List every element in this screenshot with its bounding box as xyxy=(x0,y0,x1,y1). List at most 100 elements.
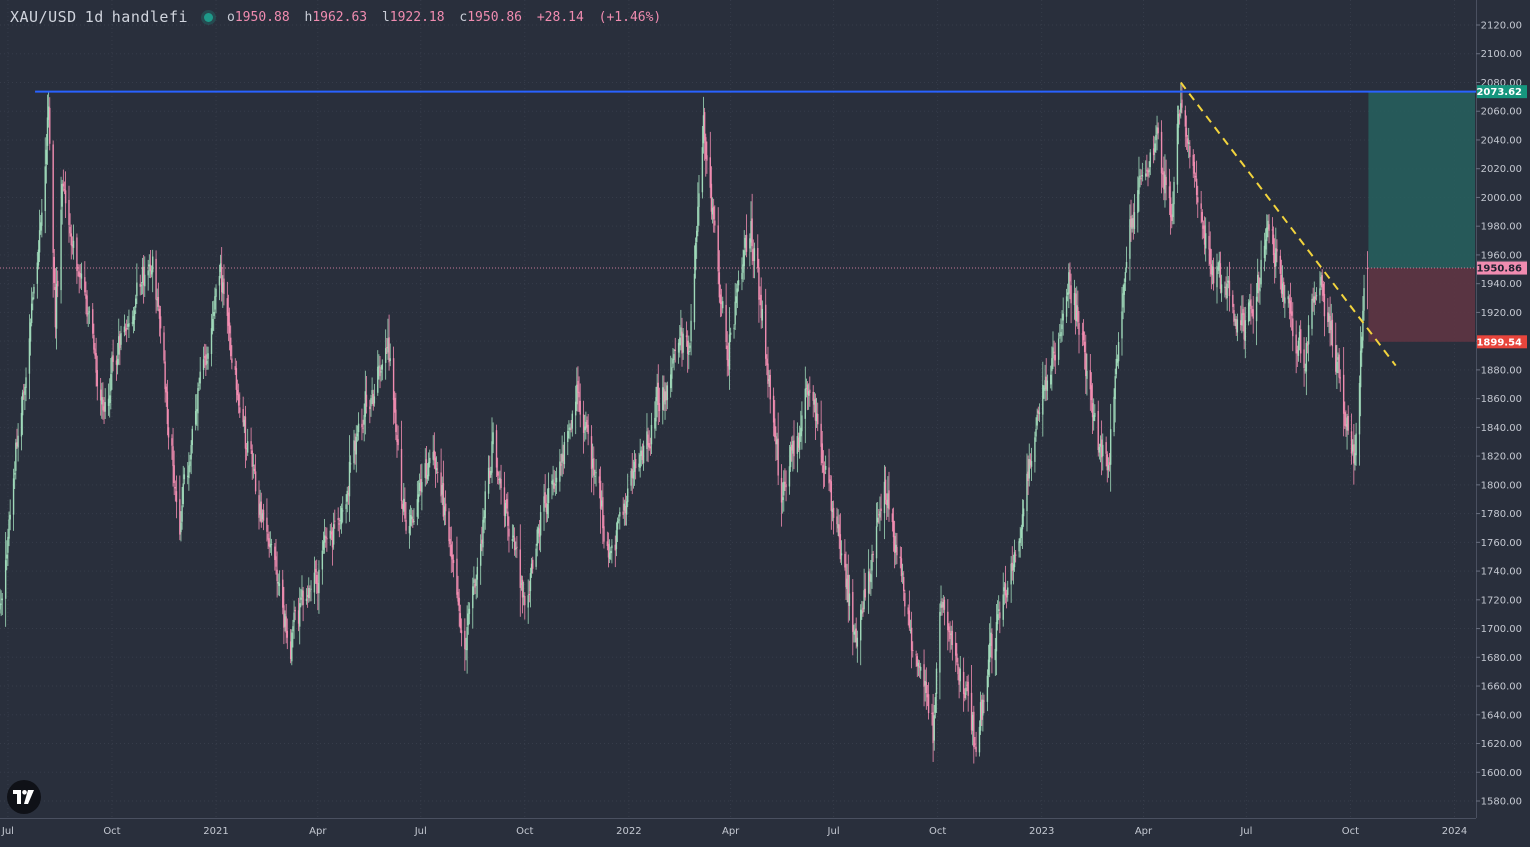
candle xyxy=(437,461,439,483)
candle xyxy=(883,465,886,540)
candle xyxy=(784,468,786,492)
candle-body xyxy=(662,387,664,410)
author-name: handlefi xyxy=(111,8,189,26)
candle-body xyxy=(397,439,399,446)
candle-body xyxy=(987,659,990,675)
candle xyxy=(334,509,336,529)
time-axis[interactable]: Jul Oct 2021 Apr Jul Oct 2022 Apr Jul Oct 2023 Apr J… xyxy=(1,826,1467,837)
candle xyxy=(520,575,523,591)
candle xyxy=(918,660,921,678)
candle-body xyxy=(396,435,398,443)
candle-body xyxy=(521,579,524,598)
candle-body xyxy=(927,694,930,714)
candle xyxy=(0,590,2,617)
candle-body xyxy=(775,436,777,445)
change-value: +28.14 xyxy=(536,9,584,25)
candle xyxy=(77,263,79,277)
candle-body xyxy=(783,481,785,496)
candle-body xyxy=(472,586,474,609)
candle xyxy=(1097,400,1099,457)
candle-body xyxy=(774,418,776,438)
candle xyxy=(1208,221,1210,266)
candle-body xyxy=(513,537,516,551)
candle xyxy=(734,282,736,330)
candle-body xyxy=(243,419,246,427)
candle-body xyxy=(917,662,920,667)
candle xyxy=(547,472,550,519)
position-tool[interactable] xyxy=(1368,91,1475,342)
candle xyxy=(777,412,779,486)
candle xyxy=(342,496,344,523)
candle xyxy=(30,287,33,327)
candle xyxy=(749,233,751,267)
candle xyxy=(966,676,968,692)
candle xyxy=(40,214,42,235)
price-tick-label: 1660.00 xyxy=(1481,682,1522,693)
candle xyxy=(1295,320,1297,374)
target-zone[interactable] xyxy=(1368,91,1475,269)
candle xyxy=(767,346,769,398)
candle xyxy=(1232,290,1234,314)
candle-body xyxy=(767,363,769,384)
candle-body xyxy=(1050,374,1052,385)
candle xyxy=(745,214,748,258)
candle-body xyxy=(854,630,856,635)
price-tick-label: 2080.00 xyxy=(1481,78,1522,89)
candle-body xyxy=(591,458,594,468)
candle-body xyxy=(527,595,529,608)
candle-body xyxy=(909,629,912,631)
candle xyxy=(529,567,532,608)
candle-body xyxy=(491,441,493,473)
candle-body xyxy=(610,550,612,554)
interval-label[interactable]: 1d xyxy=(84,8,104,26)
candle xyxy=(76,233,78,284)
candle xyxy=(409,505,412,536)
candle-body xyxy=(722,301,724,309)
candle-body xyxy=(815,413,818,422)
candle-body xyxy=(726,345,728,361)
time-tick-label: 2021 xyxy=(203,826,228,837)
candle-body xyxy=(1216,266,1218,288)
candle-body xyxy=(1149,152,1151,168)
candle-body xyxy=(804,388,806,419)
tradingview-logo-icon[interactable] xyxy=(7,780,41,814)
candle-body xyxy=(821,443,823,464)
candle xyxy=(1160,120,1163,194)
candle xyxy=(948,623,950,642)
candle-body xyxy=(593,458,595,476)
candle-body xyxy=(236,389,239,396)
candle-body xyxy=(663,389,665,402)
candle xyxy=(197,382,199,431)
candle xyxy=(751,193,753,265)
candle-body xyxy=(677,342,680,353)
stop-zone[interactable] xyxy=(1368,268,1475,342)
symbol-name[interactable]: XAU/USD xyxy=(10,8,77,26)
candle-body xyxy=(1197,197,1199,203)
candle-body xyxy=(1146,169,1148,172)
candle xyxy=(1172,191,1174,225)
candle-body xyxy=(306,594,309,598)
price-axis[interactable]: 1580.001600.001620.001640.001660.001680.… xyxy=(1476,21,1522,808)
candle-body xyxy=(907,607,909,615)
trendline[interactable] xyxy=(1180,81,1397,367)
candle xyxy=(442,460,445,521)
candle-body xyxy=(297,610,300,624)
candle xyxy=(1306,341,1309,354)
candle-body xyxy=(923,664,925,687)
candle-body xyxy=(0,603,2,605)
candle xyxy=(86,290,88,324)
candle xyxy=(973,705,975,764)
candle-body xyxy=(499,477,501,484)
candle-body xyxy=(204,355,206,359)
candle xyxy=(125,319,128,343)
candle xyxy=(1155,125,1157,153)
candle-body xyxy=(1189,146,1191,158)
candle xyxy=(574,385,577,435)
candle xyxy=(123,314,126,337)
close-label: c xyxy=(459,9,468,25)
candle xyxy=(1060,318,1062,344)
candle xyxy=(931,703,933,726)
candle xyxy=(410,507,413,527)
candle xyxy=(24,383,26,411)
